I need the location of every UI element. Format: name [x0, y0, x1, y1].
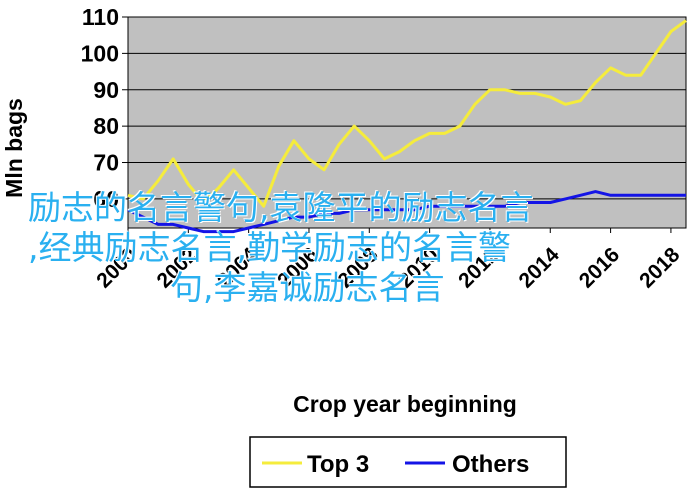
y-tick-label: 110 [82, 4, 119, 30]
y-tick-label: 100 [81, 40, 119, 66]
y-tick-labels: 60 70 80 90 100 110 [81, 4, 119, 212]
y-axis-label: Mln bags [1, 98, 27, 198]
watermark-line-2: ,经典励志名言,勤学励志的名言警 [28, 228, 511, 267]
series-lines [127, 19, 687, 234]
y-tick-label: 60 [93, 186, 119, 212]
legend-label-others: Others [452, 451, 529, 478]
gridlines [122, 16, 686, 233]
series-line-others [127, 190, 686, 234]
watermark-text: 励志的名言警句,袁隆平的励志名言 ,经典励志名言,勤学励志的名言警 句,李嘉诚励… [0, 188, 695, 308]
watermark-line-1: 励志的名言警句,袁隆平的励志名言 [28, 188, 534, 227]
series-line-top-3 [127, 19, 687, 208]
y-tick-label: 80 [93, 113, 119, 139]
watermark-line-3: 句,李嘉诚励志名言 [170, 268, 445, 307]
legend: Top 3 Others [249, 436, 567, 488]
legend-label-top3: Top 3 [307, 451, 369, 478]
y-tick-label: 90 [93, 77, 119, 103]
y-tick-label: 70 [93, 150, 119, 176]
x-axis-label: Crop year beginning [293, 391, 517, 417]
